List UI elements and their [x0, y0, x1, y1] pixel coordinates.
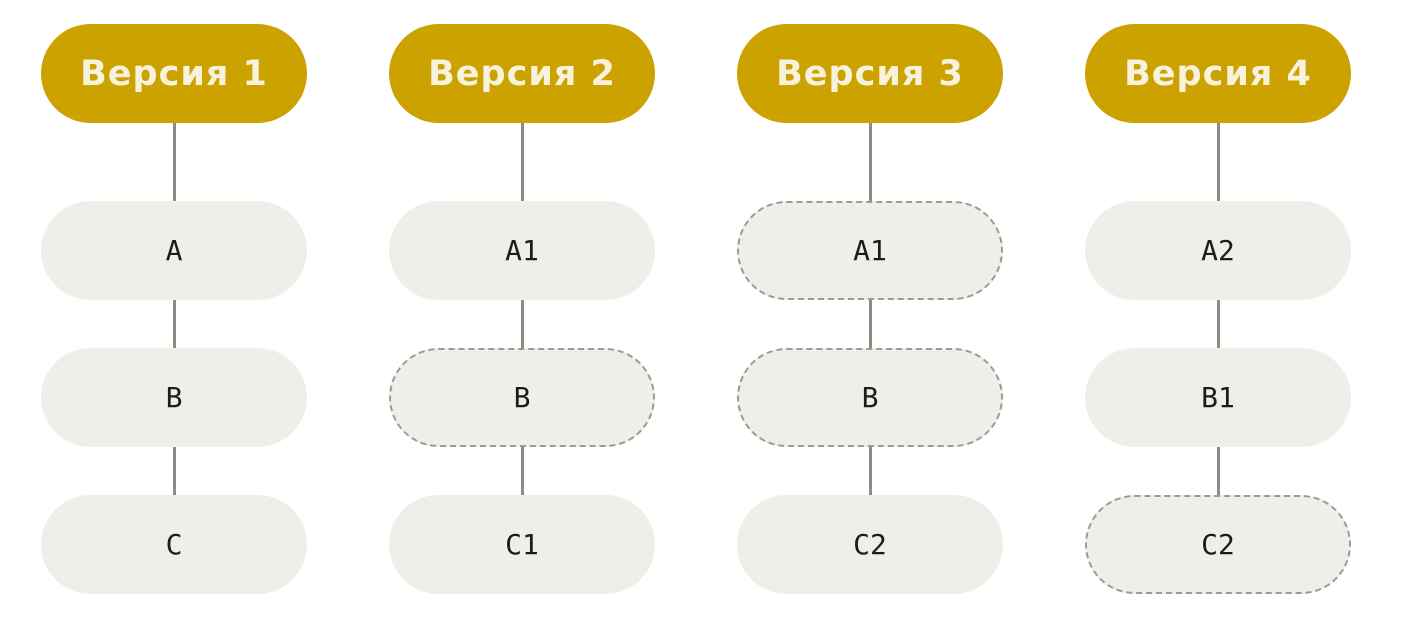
connector-line — [173, 123, 176, 201]
version-header: Версия 2 — [389, 24, 655, 123]
version-node: B1 — [1085, 348, 1351, 447]
connector-line — [1217, 300, 1220, 348]
version-node-dashed: A1 — [737, 201, 1003, 300]
version-node: C1 — [389, 495, 655, 594]
version-node: A1 — [389, 201, 655, 300]
version-header: Версия 1 — [41, 24, 307, 123]
connector-line — [869, 300, 872, 348]
version-node: C — [41, 495, 307, 594]
connector-line — [869, 447, 872, 495]
version-header: Версия 3 — [737, 24, 1003, 123]
connector-line — [1217, 447, 1220, 495]
version-header: Версия 4 — [1085, 24, 1351, 123]
version-node-dashed: C2 — [1085, 495, 1351, 594]
connector-line — [521, 300, 524, 348]
connector-line — [173, 447, 176, 495]
version-node: A — [41, 201, 307, 300]
connector-line — [173, 300, 176, 348]
version-node: B — [41, 348, 307, 447]
version-node: C2 — [737, 495, 1003, 594]
connector-line — [521, 123, 524, 201]
connector-line — [521, 447, 524, 495]
connector-line — [869, 123, 872, 201]
version-node-dashed: B — [389, 348, 655, 447]
connector-line — [1217, 123, 1220, 201]
version-node-dashed: B — [737, 348, 1003, 447]
version-column-4: Версия 4 A2 B1 C2 — [1085, 0, 1351, 623]
version-column-1: Версия 1 A B C — [41, 0, 307, 623]
version-column-3: Версия 3 A1 B C2 — [737, 0, 1003, 623]
version-node: A2 — [1085, 201, 1351, 300]
version-column-2: Версия 2 A1 B C1 — [389, 0, 655, 623]
